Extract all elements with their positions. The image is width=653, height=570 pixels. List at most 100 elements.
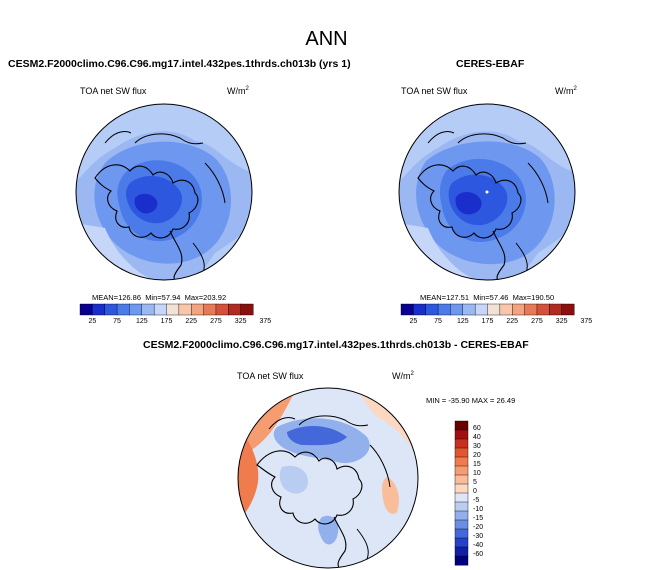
diff-colorbar-tick-label: -30: [473, 533, 484, 540]
diff-colorbar-swatch: [454, 420, 469, 431]
diff-panel-title: CESM2.F2000climo.C96.C96.mg17.intel.432p…: [143, 339, 529, 351]
obs-coastline-siberia: [457, 133, 527, 145]
diff-colorbar-swatch: [454, 510, 469, 521]
diff-colorbar-tick-label: 60: [473, 425, 481, 432]
model-colorbar-swatch: [166, 303, 180, 316]
obs-colorbar-tick-label: 125: [456, 318, 469, 325]
obs-stats: MEAN=127.51 Min=57.46 Max=190.50: [420, 293, 555, 302]
model-colorbar-ticks: 25 75 125 175 225 275 325 375: [80, 318, 271, 328]
diff-colorbar-swatch: [454, 528, 469, 539]
diff-colorbar-tick-label: 30: [473, 443, 481, 450]
diff-colorbar-tick-label: -60: [473, 551, 484, 558]
diff-map-cool-center: [279, 465, 308, 494]
obs-colorbar-swatch: [499, 303, 513, 316]
model-colorbar-swatch: [116, 303, 130, 316]
obs-colorbar-swatch: [561, 303, 575, 316]
diff-colorbar-swatch: [454, 492, 469, 503]
obs-panel-title: CERES-EBAF: [456, 58, 525, 70]
model-map-region-deep: [134, 193, 158, 214]
model-colorbar-tick-label: 75: [113, 318, 121, 325]
model-colorbar-tick-label: 275: [210, 318, 222, 325]
model-coastline-far-east: [104, 130, 132, 144]
model-colorbar-swatch: [178, 303, 192, 316]
diff-map-cool-core: [287, 425, 347, 446]
model-colorbar-swatch: [104, 303, 118, 316]
model-map-region-north: [76, 104, 252, 183]
obs-colorbar-swatch: [524, 303, 538, 316]
obs-colorbar-tick-label: 25: [409, 318, 418, 325]
obs-coastline-scandinavia: [527, 162, 549, 204]
diff-stats: MIN = -35.90 MAX = 26.49: [426, 396, 516, 405]
model-colorbar-swatch: [141, 303, 155, 316]
model-colorbar-swatch: [153, 303, 167, 316]
model-colorbar-tick-label: 225: [185, 318, 198, 325]
obs-colorbar-swatch: [549, 303, 563, 316]
diff-colorbar-swatch: [454, 519, 469, 530]
model-coastline-greenland: [169, 230, 183, 280]
diff-colorbar-swatch: [454, 456, 469, 467]
diff-colorbar-swatch: [454, 501, 469, 512]
diff-colorbar-swatch: [454, 537, 469, 548]
diff-colorbar-swatch: [454, 483, 469, 494]
model-colorbar: [79, 303, 254, 316]
diff-variable-label: TOA net SW flux: [237, 371, 304, 381]
diff-colorbar-swatch: [454, 555, 469, 566]
obs-coastline-arctic: [417, 164, 522, 239]
obs-polar-map: [398, 103, 576, 281]
model-colorbar-tick-label: 125: [135, 318, 148, 325]
diff-colorbar-tick-label: 0: [473, 488, 477, 495]
diff-colorbar-swatch: [454, 438, 469, 449]
obs-colorbar-ticks: 25 75 125 175 225 275 325 375: [401, 318, 592, 328]
diff-colorbar-tick-label: -20: [473, 524, 484, 531]
obs-coastline-greenland: [492, 230, 506, 280]
model-colorbar-swatch: [215, 303, 229, 316]
model-colorbar-swatch: [191, 303, 205, 316]
model-colorbar-swatch: [79, 303, 93, 316]
obs-colorbar-swatch: [536, 303, 550, 316]
model-colorbar-tick-label: 175: [160, 318, 173, 325]
obs-colorbar-swatch: [425, 303, 439, 316]
diff-coastline-iceland: [356, 528, 369, 560]
diff-map-warm-east: [382, 477, 399, 514]
model-colorbar-swatch: [203, 303, 217, 316]
model-colorbar-swatch: [92, 303, 106, 316]
diff-map-border: [237, 387, 419, 569]
diff-colorbar-tick-label: 15: [473, 461, 481, 468]
model-stats: MEAN=126.86 Min=57.94 Max=203.92: [92, 293, 227, 302]
obs-pole-hole: [485, 190, 489, 194]
diff-map-cool-greenland: [318, 515, 339, 545]
obs-colorbar-tick-label: 75: [434, 318, 442, 325]
obs-colorbar-swatch: [400, 303, 414, 316]
obs-units-label: W/m2: [555, 86, 577, 96]
obs-colorbar-tick-label: 325: [555, 318, 568, 325]
obs-colorbar-swatch: [437, 303, 451, 316]
diff-coastline-greenland: [333, 516, 347, 568]
obs-map-border: [398, 103, 576, 281]
diff-colorbar-tick-label: -40: [473, 542, 484, 549]
diff-coastline-siberia: [298, 415, 369, 427]
diff-colorbar-tick-label: 40: [473, 434, 481, 441]
obs-colorbar-tick-label: 225: [506, 318, 519, 325]
model-colorbar-swatch: [228, 303, 242, 316]
model-colorbar-tick-label: 375: [259, 318, 272, 325]
obs-colorbar-tick-label: 275: [531, 318, 543, 325]
model-coastline-siberia: [134, 133, 204, 145]
diff-colorbar: [454, 420, 469, 566]
diff-colorbar-tick-label: 10: [473, 470, 481, 477]
obs-colorbar: [400, 303, 575, 316]
obs-coastline-far-east: [427, 130, 455, 144]
obs-map-region-deep: [455, 191, 482, 215]
obs-colorbar-swatch: [462, 303, 476, 316]
model-colorbar-swatch: [240, 303, 254, 316]
diff-coastline-arctic: [256, 450, 363, 525]
obs-colorbar-swatch: [487, 303, 501, 316]
obs-colorbar-tick-label: 175: [481, 318, 494, 325]
diff-colorbar-tick-label: -10: [473, 506, 484, 513]
model-coastline-arctic: [94, 164, 199, 239]
diff-colorbar-ticks: 60 40 30 20 15 10 5 0 -5 -10 -15 -20 -30 -40 -60: [473, 421, 503, 565]
model-panel-title: CESM2.F2000climo.C96.C96.mg17.intel.432p…: [8, 58, 351, 70]
obs-colorbar-swatch: [413, 303, 427, 316]
figure-title: ANN: [305, 28, 348, 50]
obs-map-region-north: [399, 104, 575, 183]
model-polar-map: [75, 103, 253, 281]
